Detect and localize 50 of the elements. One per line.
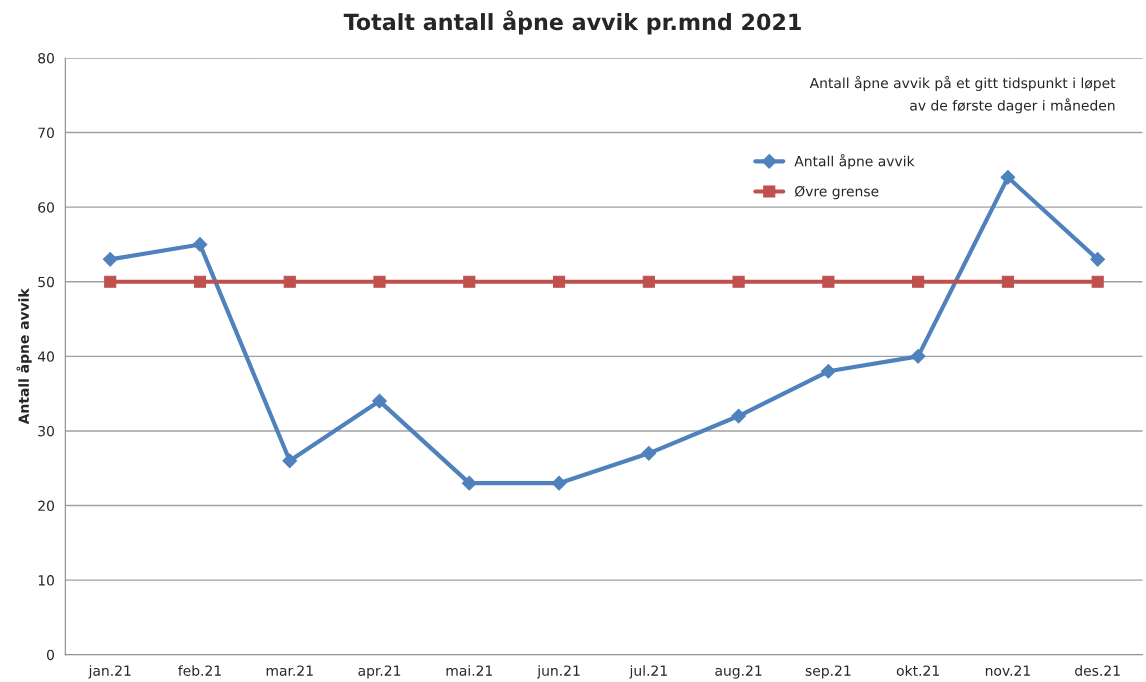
y-tick-label: 0 xyxy=(46,649,54,661)
y-tick-label: 50 xyxy=(38,276,54,288)
point xyxy=(552,275,566,288)
chart-title: Totalt antall åpne avvik pr.mnd 2021 xyxy=(343,10,801,35)
point xyxy=(373,275,386,288)
x-tick-label: jun.21 xyxy=(537,665,580,679)
point xyxy=(641,445,657,461)
y-tick-label: 40 xyxy=(37,351,54,362)
x-tick-label: des.21 xyxy=(1075,665,1120,676)
point xyxy=(463,275,476,288)
point xyxy=(104,275,117,288)
point xyxy=(1090,251,1106,267)
point xyxy=(282,453,298,469)
x-tick-label: okt.21 xyxy=(896,665,939,676)
y-tick-label: 10 xyxy=(38,575,54,586)
y-tick-label: 30 xyxy=(38,425,54,437)
x-tick-label: jan.21 xyxy=(88,665,131,679)
point xyxy=(732,275,745,288)
point xyxy=(551,475,567,491)
point xyxy=(1000,169,1016,185)
point xyxy=(912,275,925,288)
y-tick-label: 20 xyxy=(38,500,54,512)
point xyxy=(192,237,208,252)
x-tick-label: feb.21 xyxy=(178,665,221,676)
x-tick-label: nov.21 xyxy=(985,665,1030,676)
point xyxy=(822,275,835,288)
y-tick-label: 70 xyxy=(38,127,54,139)
point xyxy=(102,251,118,267)
y-tick-label: 80 xyxy=(38,52,54,64)
x-tick-label: jul.21 xyxy=(629,665,667,679)
point xyxy=(283,275,296,288)
point xyxy=(642,275,655,288)
legend-label: Øvre grense xyxy=(794,185,879,200)
legend-label: Antall åpne avvik xyxy=(794,154,915,170)
y-tick-label: 60 xyxy=(38,202,54,213)
annotation: Antall åpne avvik på et gitt tidspunkt i løpet av de første dager i måneden xyxy=(809,75,1116,114)
x-tick-label: mar.21 xyxy=(266,665,313,676)
x-tick-label: aug.21 xyxy=(715,665,762,679)
point xyxy=(910,348,926,364)
point xyxy=(820,363,836,379)
point xyxy=(461,475,477,491)
x-tick-label: apr.21 xyxy=(358,665,401,679)
point xyxy=(193,275,207,288)
point xyxy=(1091,275,1104,288)
x-tick-label: mai.21 xyxy=(446,665,492,676)
point xyxy=(731,408,746,424)
point xyxy=(372,393,387,409)
y-axis-title: Antall åpne avvik xyxy=(16,288,32,425)
point xyxy=(1001,275,1014,288)
x-tick-label: sep.21 xyxy=(805,665,851,679)
